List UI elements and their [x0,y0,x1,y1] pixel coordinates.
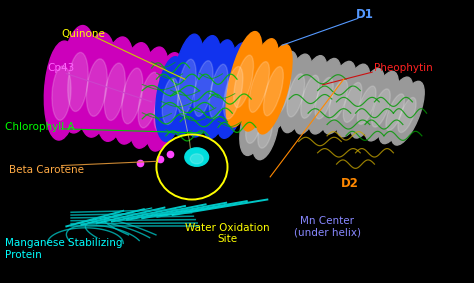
Ellipse shape [130,47,169,148]
Ellipse shape [224,67,243,119]
Ellipse shape [252,101,279,160]
Ellipse shape [365,71,399,141]
Ellipse shape [52,66,71,120]
Ellipse shape [386,94,404,130]
Text: Cp43: Cp43 [47,63,74,73]
Ellipse shape [114,43,152,144]
Ellipse shape [234,55,254,108]
Ellipse shape [280,54,312,133]
Ellipse shape [322,61,356,134]
Ellipse shape [60,25,97,133]
Text: D1: D1 [356,8,374,21]
Ellipse shape [329,80,347,119]
Ellipse shape [246,109,261,143]
Ellipse shape [226,32,262,127]
Ellipse shape [45,41,79,140]
Ellipse shape [294,56,327,134]
Ellipse shape [343,82,362,122]
Ellipse shape [104,63,125,121]
Text: Water Oxidation
Site: Water Oxidation Site [185,223,270,244]
Ellipse shape [216,43,251,138]
Ellipse shape [122,68,143,124]
Text: Manganese Stabilizing
Protein: Manganese Stabilizing Protein [5,238,122,260]
Ellipse shape [240,94,267,155]
Text: Pheophytin: Pheophytin [374,63,433,73]
Text: Chlorophyll A: Chlorophyll A [5,122,74,132]
Ellipse shape [258,116,273,148]
Ellipse shape [241,39,278,131]
Ellipse shape [273,71,291,114]
Ellipse shape [391,81,424,145]
Ellipse shape [68,52,88,112]
Ellipse shape [178,59,196,115]
Ellipse shape [185,148,209,166]
Ellipse shape [194,61,213,116]
Ellipse shape [146,53,184,151]
Ellipse shape [96,37,134,141]
Text: D2: D2 [341,177,359,190]
Ellipse shape [266,51,298,130]
Ellipse shape [350,68,384,138]
Ellipse shape [209,64,228,118]
Ellipse shape [186,36,221,137]
Ellipse shape [170,34,204,136]
Ellipse shape [249,62,269,112]
Ellipse shape [162,78,179,125]
Ellipse shape [138,72,160,128]
Text: Mn Center
(under helix): Mn Center (under helix) [293,216,361,237]
Ellipse shape [336,64,370,137]
Ellipse shape [256,44,292,134]
Ellipse shape [357,86,376,124]
Ellipse shape [398,97,416,132]
Text: Beta Carotene: Beta Carotene [9,165,84,175]
Ellipse shape [78,33,116,137]
Ellipse shape [379,77,413,144]
Ellipse shape [202,40,236,138]
Ellipse shape [190,154,203,164]
Ellipse shape [264,67,283,116]
Ellipse shape [315,78,333,119]
Ellipse shape [287,74,305,117]
Ellipse shape [154,77,175,131]
Ellipse shape [301,75,319,118]
Text: Quinone: Quinone [62,29,106,39]
Ellipse shape [86,59,107,116]
Ellipse shape [372,89,390,127]
Ellipse shape [155,57,186,142]
Ellipse shape [308,59,341,134]
